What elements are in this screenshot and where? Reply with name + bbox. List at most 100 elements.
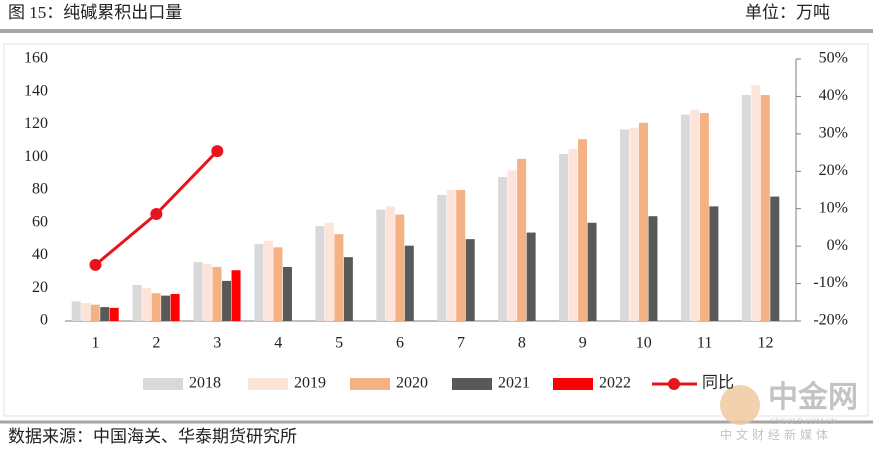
bar: [142, 288, 152, 321]
bar: [437, 194, 447, 321]
y2-tick-label: 50%: [819, 50, 848, 67]
bar: [376, 209, 386, 321]
unit-label: 单位：万吨: [745, 3, 830, 22]
bar: [578, 139, 588, 321]
bar: [751, 85, 761, 321]
x-tick-label: 6: [396, 335, 404, 352]
bar: [404, 245, 414, 321]
bar: [395, 214, 405, 321]
watermark-site: CNGOLD.COM.CN: [770, 417, 837, 426]
bar: [498, 176, 508, 321]
watermark-slogan: 中文财经新媒体: [720, 427, 832, 442]
bar: [212, 266, 222, 321]
bar: [254, 244, 264, 321]
y-tick-label: 120: [24, 115, 48, 132]
legend-swatch: [452, 378, 492, 390]
bar: [81, 302, 91, 321]
chart-frame: [3, 43, 869, 417]
y-tick-label: 160: [24, 50, 48, 67]
bar: [559, 153, 569, 321]
bar: [680, 114, 690, 321]
legend-swatch: [143, 378, 183, 390]
y-tick-label: 100: [24, 148, 48, 165]
y-tick-label: 80: [32, 181, 48, 198]
x-tick-label: 10: [636, 335, 652, 352]
x-tick-label: 7: [457, 335, 465, 352]
y2-tick-label: -20%: [813, 312, 848, 329]
y-tick-label: 60: [32, 213, 48, 230]
bar: [132, 284, 142, 321]
bar: [446, 190, 456, 321]
bar: [334, 234, 344, 321]
bar: [222, 280, 232, 321]
bar: [770, 196, 780, 321]
y2-tick-label: -10%: [813, 274, 848, 291]
bar: [343, 257, 353, 321]
x-tick-label: 12: [758, 335, 774, 352]
bar: [71, 301, 81, 321]
line-point: [89, 258, 102, 271]
watermark-logo: [720, 385, 760, 425]
legend-label: 2018: [189, 375, 221, 392]
x-tick-label: 3: [213, 335, 221, 352]
legend-swatch: [553, 378, 593, 390]
legend-swatch: [248, 378, 288, 390]
source: 数据来源：中国海关、华泰期货研究所: [8, 427, 297, 446]
bar: [385, 206, 395, 321]
legend-label: 2022: [599, 375, 631, 392]
x-tick-label: 5: [335, 335, 343, 352]
watermark-name: 中金网: [768, 380, 858, 414]
watermark: 中金网 CNGOLD.COM.CN 中文财经新媒体: [720, 380, 858, 442]
y2-tick-label: 0%: [827, 237, 848, 254]
legend-label: 同比: [702, 374, 734, 392]
y2-tick-label: 40%: [819, 87, 848, 104]
bar: [526, 232, 536, 321]
bar: [629, 127, 639, 322]
y-tick-label: 40: [32, 246, 48, 263]
line-point: [211, 145, 224, 158]
bar: [456, 190, 466, 321]
bar: [690, 109, 700, 321]
y-tick-label: 140: [24, 82, 48, 99]
bar: [587, 222, 597, 321]
bar: [699, 113, 709, 321]
x-tick-label: 8: [518, 335, 526, 352]
x-tick-label: 9: [579, 335, 587, 352]
bar: [619, 129, 629, 321]
y2-tick-label: 10%: [819, 199, 848, 216]
x-tick-label: 4: [274, 335, 282, 352]
bar: [273, 247, 283, 321]
bar: [151, 293, 161, 321]
bar: [193, 262, 203, 321]
bar: [648, 216, 658, 321]
bar: [161, 295, 171, 321]
bar: [109, 307, 119, 321]
legend-swatch: [350, 378, 390, 390]
bar: [568, 149, 578, 321]
legend-label: 2019: [294, 375, 326, 392]
bar: [263, 240, 273, 321]
bar: [282, 266, 292, 321]
legend-label: 2020: [396, 375, 428, 392]
y2-tick-label: 30%: [819, 125, 848, 142]
bar: [638, 122, 648, 321]
line-point: [150, 207, 163, 220]
x-tick-label: 2: [152, 335, 160, 352]
bar: [507, 170, 517, 321]
bar: [324, 222, 334, 321]
bar: [709, 206, 719, 321]
legend-label: 2021: [498, 375, 530, 392]
bar: [231, 270, 241, 321]
x-tick-label: 1: [91, 335, 99, 352]
bar: [100, 307, 110, 321]
bar: [90, 304, 100, 321]
y-tick-label: 20: [32, 279, 48, 296]
chart-title: 图 15：纯碱累积出口量: [8, 3, 182, 22]
y-tick-label: 0: [40, 312, 48, 329]
bar: [315, 226, 325, 321]
bar: [741, 95, 751, 322]
x-tick-label: 11: [697, 335, 712, 352]
bar: [760, 95, 770, 322]
